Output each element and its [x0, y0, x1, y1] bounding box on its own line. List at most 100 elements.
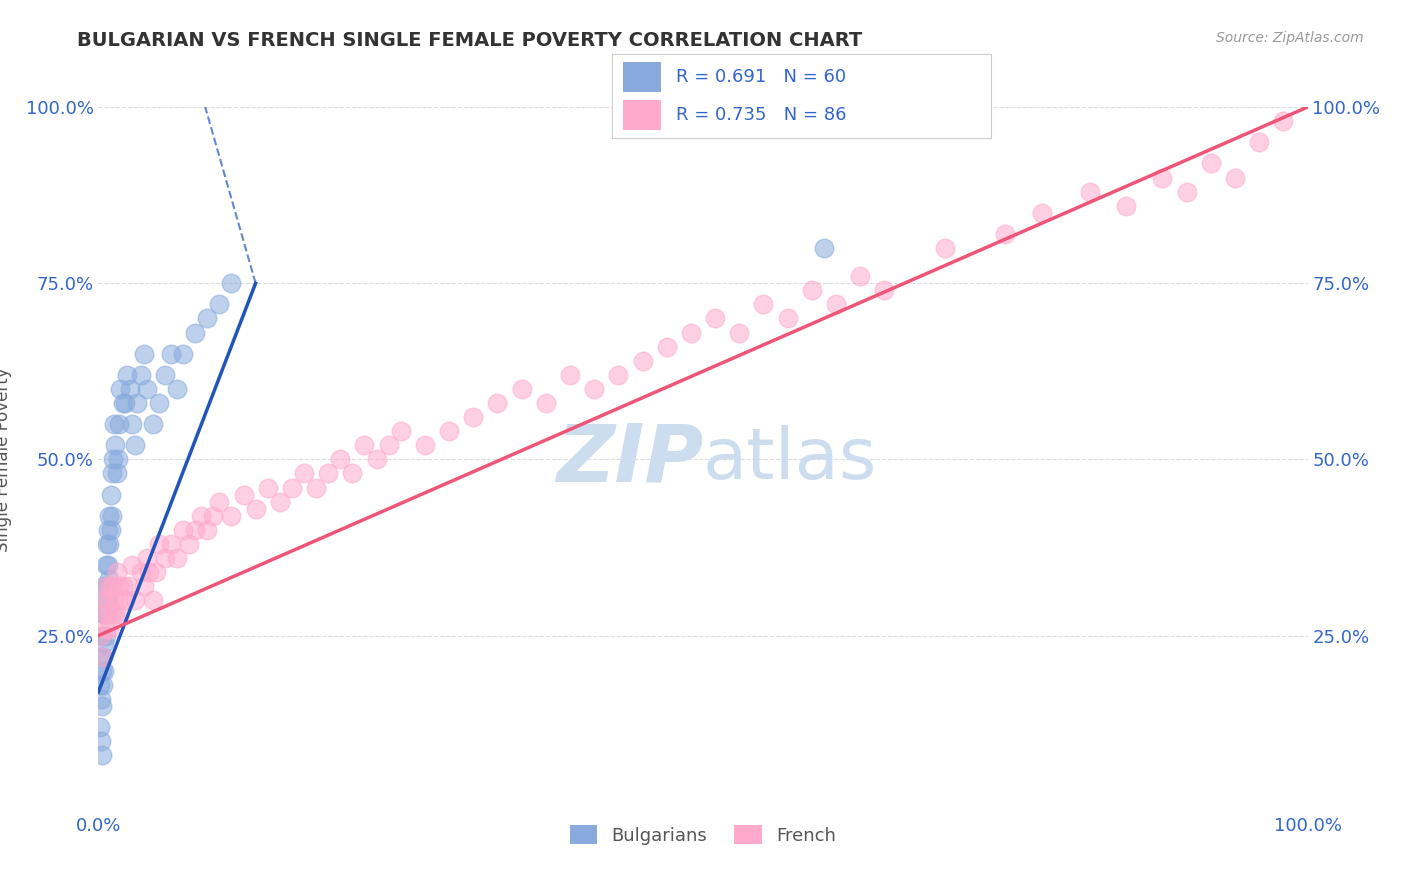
Point	[91, 649, 114, 664]
Point	[91, 607, 114, 622]
Point	[91, 748, 114, 763]
Point	[994, 227, 1017, 241]
Point	[195, 311, 218, 326]
Point	[91, 649, 114, 664]
Point	[728, 326, 751, 340]
Point	[208, 494, 231, 508]
Point	[98, 572, 121, 586]
Point	[107, 593, 129, 607]
Point	[89, 678, 111, 692]
Point	[91, 699, 114, 714]
Point	[108, 382, 131, 396]
Point	[1175, 185, 1198, 199]
Point	[153, 368, 176, 382]
Point	[510, 382, 533, 396]
Point	[245, 501, 267, 516]
Point	[232, 487, 254, 501]
Point	[90, 649, 112, 664]
Point	[94, 622, 117, 636]
Point	[90, 734, 112, 748]
Point	[97, 593, 120, 607]
Point	[583, 382, 606, 396]
Point	[89, 720, 111, 734]
Point	[1272, 114, 1295, 128]
Point	[607, 368, 630, 382]
Point	[849, 269, 872, 284]
Point	[377, 438, 399, 452]
Point	[100, 607, 122, 622]
Point	[353, 438, 375, 452]
Text: R = 0.691   N = 60: R = 0.691 N = 60	[676, 68, 846, 86]
Point	[105, 565, 128, 579]
Text: ZIP: ZIP	[555, 420, 703, 499]
Point	[316, 467, 339, 481]
Point	[221, 508, 243, 523]
Point	[148, 537, 170, 551]
Point	[100, 508, 122, 523]
Point	[91, 678, 114, 692]
Point	[108, 417, 131, 431]
Point	[114, 396, 136, 410]
Point	[111, 579, 134, 593]
Point	[256, 481, 278, 495]
Point	[534, 396, 557, 410]
Point	[389, 424, 412, 438]
Point	[179, 537, 201, 551]
Point	[104, 607, 127, 622]
Point	[1249, 135, 1271, 149]
Point	[94, 579, 117, 593]
Point	[873, 283, 896, 297]
Point	[655, 340, 678, 354]
Point	[108, 607, 131, 622]
Point	[103, 593, 125, 607]
Point	[172, 346, 194, 360]
Point	[97, 593, 120, 607]
Point	[117, 368, 139, 382]
Point	[366, 452, 388, 467]
Bar	[623, 62, 661, 92]
Point	[166, 382, 188, 396]
Point	[558, 368, 581, 382]
Point	[100, 487, 122, 501]
Point	[97, 558, 120, 573]
Point	[160, 346, 183, 360]
Point	[195, 523, 218, 537]
Point	[98, 508, 121, 523]
Point	[813, 241, 835, 255]
Point	[825, 297, 848, 311]
Point	[153, 551, 176, 566]
Point	[94, 558, 117, 573]
Point	[96, 537, 118, 551]
Point	[93, 664, 115, 678]
Point	[202, 508, 225, 523]
Point	[142, 593, 165, 607]
Point	[413, 438, 436, 452]
Point	[91, 664, 114, 678]
Point	[184, 326, 207, 340]
Point	[184, 523, 207, 537]
Point	[111, 396, 134, 410]
Point	[101, 579, 124, 593]
Point	[129, 565, 152, 579]
Point	[100, 467, 122, 481]
Point	[305, 481, 328, 495]
Point	[108, 579, 131, 593]
Point	[1115, 199, 1137, 213]
Point	[776, 311, 799, 326]
Point	[142, 417, 165, 431]
Point	[96, 607, 118, 622]
Point	[329, 452, 352, 467]
Point	[1152, 170, 1174, 185]
Point	[100, 523, 122, 537]
Point	[134, 346, 156, 360]
Point	[631, 353, 654, 368]
Point	[129, 368, 152, 382]
Point	[269, 494, 291, 508]
Point	[101, 452, 124, 467]
Point	[221, 277, 243, 291]
Text: R = 0.735   N = 86: R = 0.735 N = 86	[676, 105, 846, 123]
Point	[93, 607, 115, 622]
Point	[98, 622, 121, 636]
Point	[463, 410, 485, 425]
Point	[97, 523, 120, 537]
